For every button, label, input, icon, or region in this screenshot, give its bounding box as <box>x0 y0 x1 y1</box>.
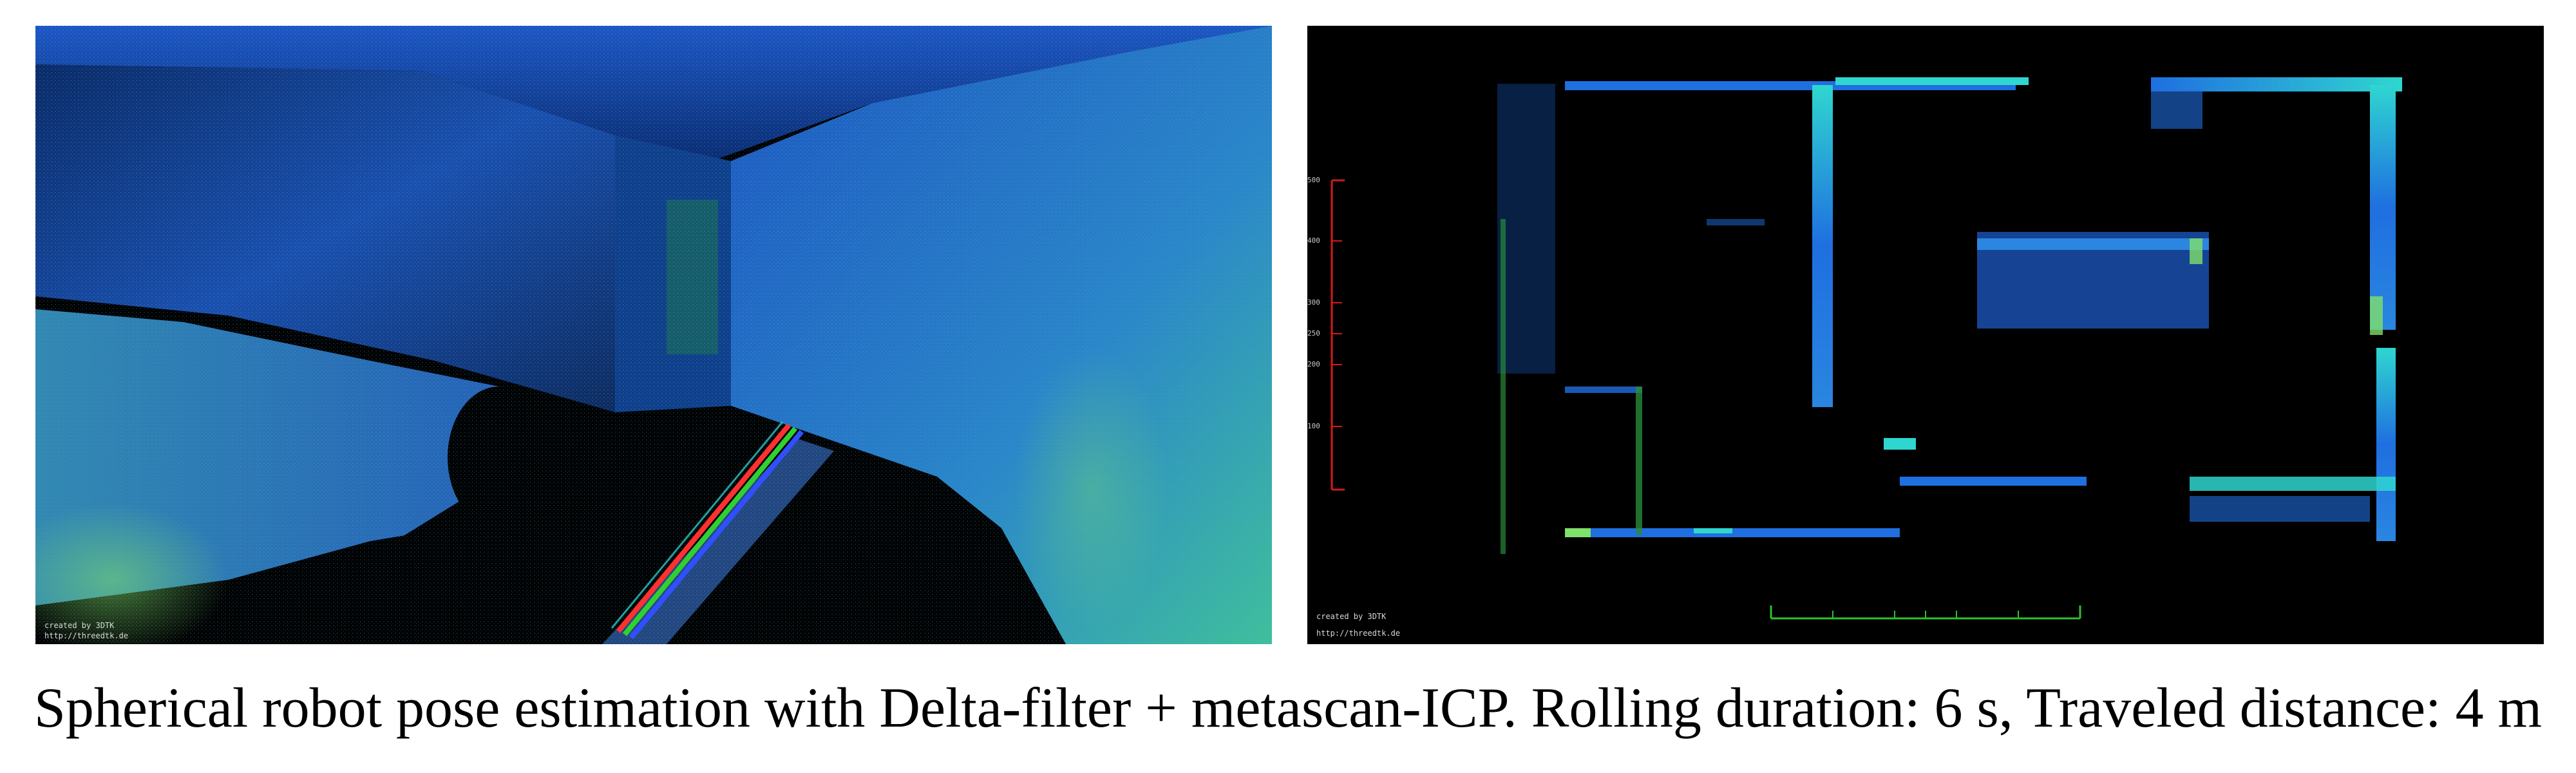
corridor-point-cloud <box>35 26 1272 644</box>
watermark-url: http://threedtk.de <box>1316 629 1400 638</box>
watermark-created-by: created by 3DTK <box>1316 612 1386 621</box>
scale-label-500: 500 <box>1307 177 1320 184</box>
watermark-url: http://threedtk.de <box>44 631 128 640</box>
scale-label-300: 300 <box>1307 299 1320 307</box>
figure-caption: Spherical robot pose estimation with Del… <box>0 676 2576 741</box>
point-cloud-top-view: 500 400 300 250 200 100 created by 3DTK … <box>1307 26 2544 644</box>
point-cloud-3d-view: created by 3DTK http://threedtk.de <box>35 26 1272 644</box>
scale-label-400: 400 <box>1307 237 1320 245</box>
floor-plan-point-cloud <box>1307 26 2544 644</box>
watermark-created-by: created by 3DTK <box>44 621 114 630</box>
scale-label-250: 250 <box>1307 330 1320 338</box>
scale-label-200: 200 <box>1307 361 1320 368</box>
scale-label-100: 100 <box>1307 423 1320 430</box>
